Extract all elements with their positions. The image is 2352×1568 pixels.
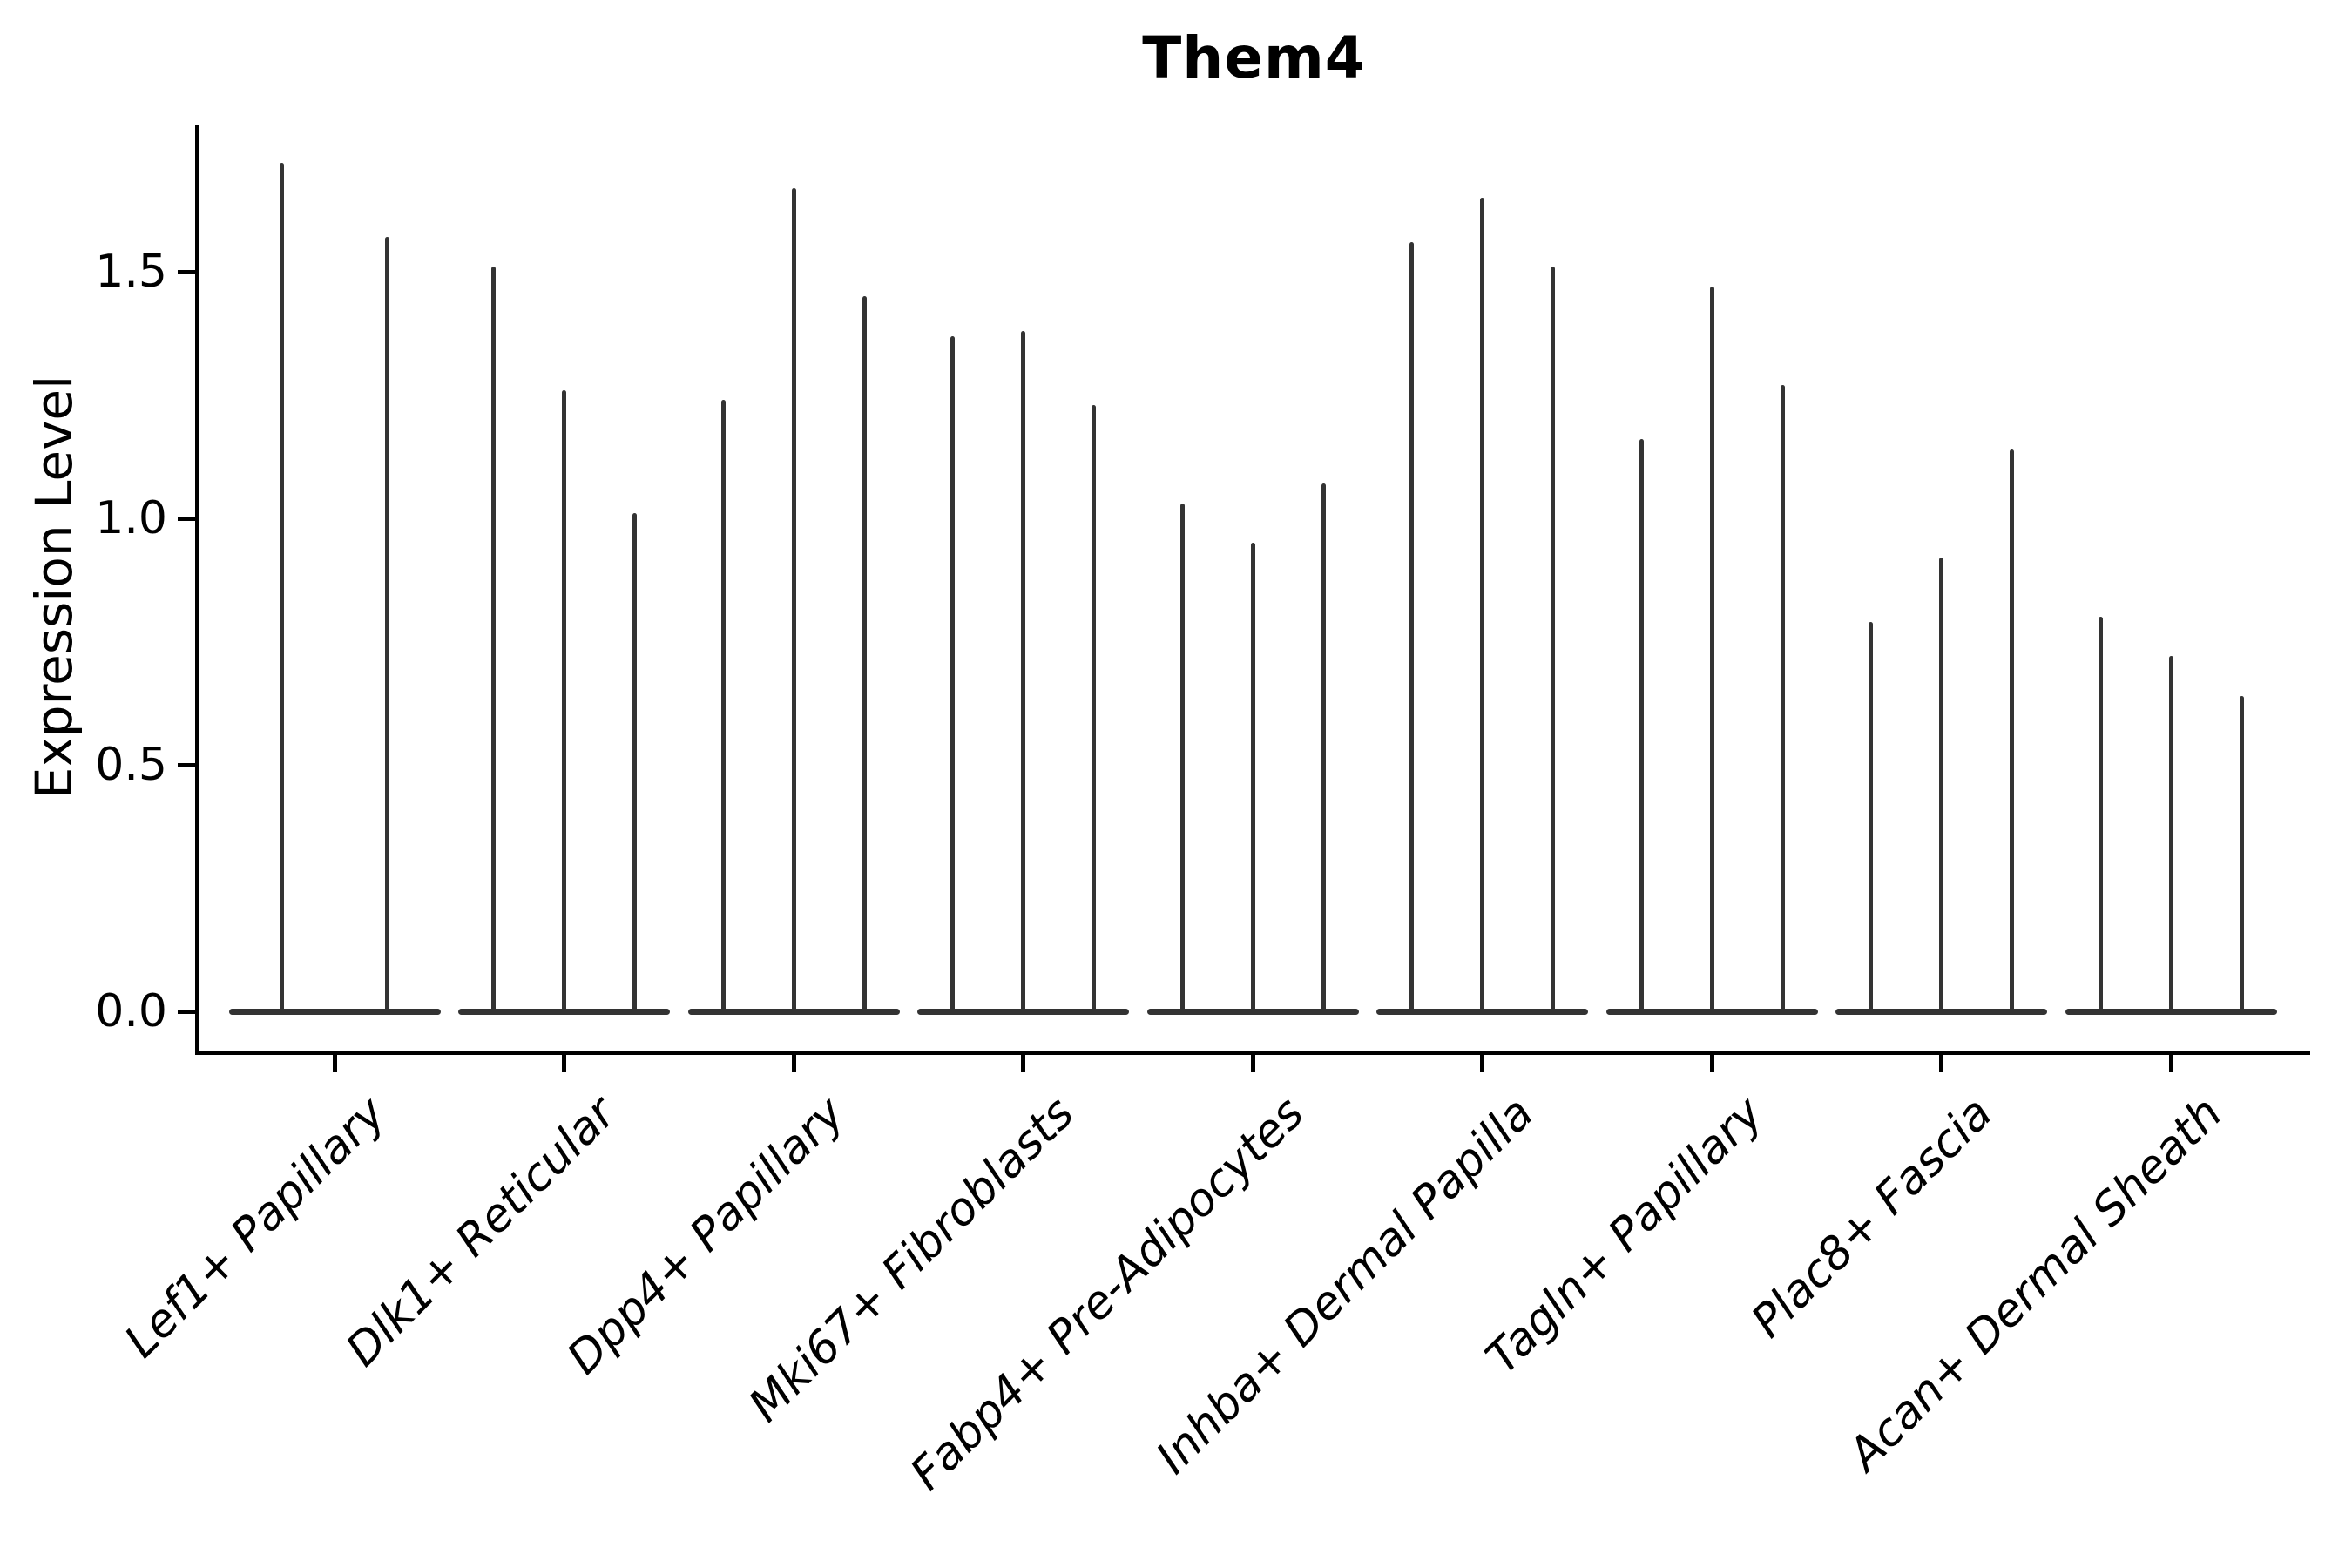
x-tick-label: Acan+ Dermal Sheath	[1838, 1087, 2233, 1481]
violin-spike	[1021, 330, 1025, 1013]
violin-spike	[2098, 617, 2103, 1013]
violin-spike	[1409, 242, 1414, 1013]
violin-spike	[1179, 504, 1185, 1013]
x-tick-mark	[791, 1055, 796, 1072]
chart-title: Them4	[1142, 24, 1366, 91]
x-tick-mark	[1709, 1055, 1714, 1072]
y-axis-label: Expression Level	[24, 375, 84, 800]
x-tick-label: Inhba+ Dermal Papilla	[1146, 1087, 1544, 1484]
x-tick-mark	[1939, 1055, 1943, 1072]
violin-spike	[1939, 558, 1943, 1013]
violin-spike	[279, 163, 284, 1013]
violin-spike	[1551, 267, 1555, 1013]
violin-spike	[1480, 198, 1484, 1013]
violin-spike	[2168, 656, 2173, 1013]
y-tick-label: 1.0	[95, 492, 167, 544]
x-tick-label: Fabp4+ Pre-Adipocytes	[900, 1087, 1315, 1501]
violin-base	[228, 1008, 441, 1015]
violin-spike	[2239, 695, 2244, 1013]
violin-spike	[862, 296, 867, 1013]
violin-spike	[562, 389, 566, 1013]
x-tick-mark	[332, 1055, 337, 1072]
violin-spike	[791, 187, 796, 1013]
violin-spike	[950, 335, 955, 1013]
x-tick-label: Plac8+ Fascia	[1741, 1087, 2003, 1348]
x-tick-mark	[2168, 1055, 2173, 1072]
violin-spike	[1321, 483, 1326, 1013]
y-tick-mark	[178, 762, 195, 767]
violin-spike	[1869, 621, 1873, 1013]
violin-spike	[1780, 385, 1785, 1013]
y-axis-spine	[195, 125, 199, 1055]
x-tick-mark	[1021, 1055, 1025, 1072]
y-tick-label: 0.0	[95, 985, 167, 1037]
violin-spike	[385, 237, 390, 1013]
x-tick-mark	[562, 1055, 566, 1072]
violin-spike	[1639, 439, 1644, 1013]
y-tick-mark	[178, 269, 195, 274]
violin-spike	[1250, 543, 1255, 1013]
violin-spike	[720, 400, 726, 1013]
violin-spike	[2010, 449, 2014, 1013]
violin-spike	[632, 513, 637, 1013]
y-tick-label: 1.5	[95, 246, 167, 298]
y-tick-label: 0.5	[95, 739, 167, 791]
y-tick-mark	[178, 1009, 195, 1014]
x-tick-mark	[1250, 1055, 1255, 1072]
violin-spike	[1709, 286, 1714, 1013]
violin-spike	[1092, 404, 1096, 1013]
x-tick-mark	[1480, 1055, 1484, 1072]
y-tick-mark	[178, 516, 195, 521]
x-axis-spine	[195, 1051, 2310, 1055]
violin-spike	[491, 267, 496, 1013]
